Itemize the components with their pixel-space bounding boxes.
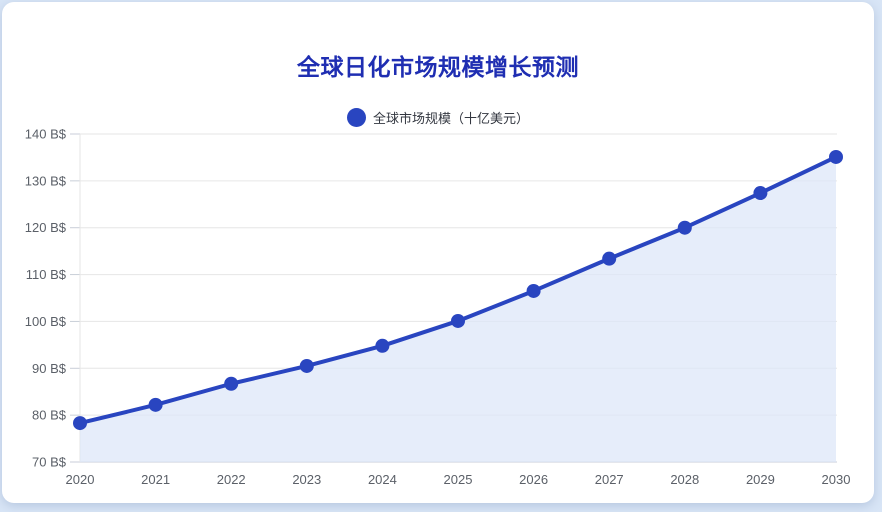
x-axis-label: 2025 [444, 472, 473, 487]
x-axis-label: 2023 [292, 472, 321, 487]
legend-circle-icon [346, 108, 366, 127]
y-axis-label: 100 B$ [25, 314, 67, 329]
x-axis-label: 2030 [822, 472, 851, 487]
data-point-2022[interactable] [224, 376, 239, 391]
y-axis-label: 70 B$ [32, 455, 67, 470]
x-axis-label: 2027 [595, 472, 624, 487]
y-axis-label: 110 B$ [26, 267, 67, 282]
series-line [78, 154, 838, 426]
x-axis-label: 2028 [670, 472, 699, 487]
data-point-2020[interactable] [73, 416, 87, 431]
y-axis-label: 80 B$ [32, 408, 67, 423]
y-axis-label: 140 B$ [25, 127, 67, 142]
data-point-2024[interactable] [375, 338, 390, 353]
y-axis-label: 90 B$ [32, 361, 67, 376]
chart-title: 全球日化市场规模增长预测 [297, 54, 579, 80]
data-point-2029[interactable] [753, 186, 768, 201]
x-axis-label: 2022 [217, 472, 246, 487]
legend-item[interactable]: 全球市场规模（十亿美元） [2, 107, 874, 128]
data-point-2023[interactable] [299, 358, 314, 373]
y-axis-label: 130 B$ [25, 173, 67, 188]
legend-label: 全球市场规模（十亿美元） [372, 111, 529, 126]
x-axis-label: 2029 [746, 472, 775, 487]
series-area-fill [80, 156, 836, 462]
data-point-2021[interactable] [148, 397, 163, 412]
x-axis-label: 2021 [141, 472, 170, 487]
data-point-2026[interactable] [526, 283, 541, 298]
x-axis-label: 2024 [368, 472, 397, 487]
x-axis-label: 2020 [66, 472, 95, 487]
data-point-2025[interactable] [451, 313, 465, 328]
data-point-2027[interactable] [602, 251, 617, 266]
y-axis-label: 120 B$ [25, 220, 67, 235]
x-axis-label: 2026 [519, 472, 548, 487]
data-point-2030[interactable] [829, 149, 843, 164]
data-point-2028[interactable] [677, 220, 692, 235]
chart-card: 全球日化市场规模增长预测 全球市场规模（十亿美元） 70 B$ 80 B$ 90 B… [2, 2, 874, 503]
